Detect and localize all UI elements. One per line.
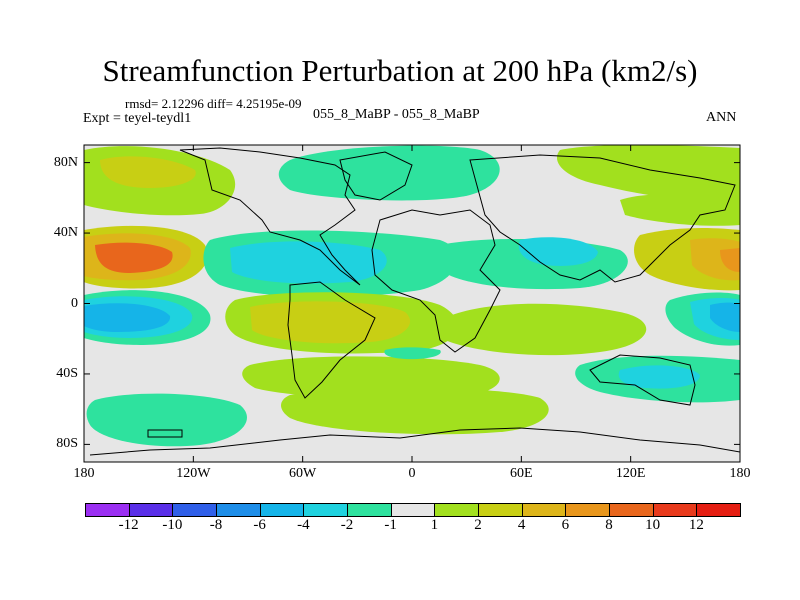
- colorbar-swatch-13: [652, 503, 698, 517]
- axis-tick-marks: [83, 145, 741, 462]
- asia-outline: [469, 154, 736, 283]
- negative-anomaly-arctic: [278, 145, 500, 201]
- x-tick-label-2: 60W: [289, 466, 317, 481]
- negative-anomaly-antarctic-west: [86, 393, 247, 447]
- colorbar-label-2: -8: [209, 517, 223, 533]
- coastline-layer: [89, 147, 740, 456]
- colorbar-label-7: 1: [430, 517, 439, 533]
- y-tick-label-0: 80N: [53, 154, 78, 170]
- colorbar-swatch-14: [696, 503, 741, 517]
- colorbar-label-4: -4: [297, 517, 310, 533]
- positive-anomaly-indian-ocean: [440, 303, 647, 356]
- case-comparison-label: 055_8_MaBP - 055_8_MaBP: [313, 107, 480, 122]
- colorbar-swatch-9: [478, 503, 523, 517]
- colorbar-swatch-1: [128, 503, 174, 517]
- colorbar-swatch-10: [521, 503, 567, 517]
- island-outline: [147, 429, 183, 438]
- australia-outline: [589, 354, 696, 406]
- colorbar-label-0: -12: [118, 517, 139, 533]
- colorbar-swatch-2: [172, 503, 217, 517]
- negative-anomaly-south-pacific-east-core: [710, 302, 740, 332]
- positive-anomaly-east-pacific-core: [690, 238, 740, 281]
- x-tick-label-5: 120E: [615, 466, 646, 481]
- colorbar-label-10: 6: [561, 517, 570, 533]
- antarctica-outline: [89, 427, 740, 456]
- y-tick-label-4: 80S: [56, 436, 78, 452]
- colorbar-label-1: -10: [162, 517, 183, 533]
- positive-anomaly-north-east: [620, 194, 740, 226]
- greenland-outline: [339, 151, 413, 201]
- contour-fill-layer: [84, 145, 740, 447]
- colorbar-swatch-5: [303, 503, 348, 517]
- stats-line: rmsd= 2.12296 diff= 4.25195e-09: [125, 96, 302, 111]
- positive-anomaly-west-pacific-core: [95, 242, 173, 273]
- positive-anomaly-small-band: [384, 347, 441, 360]
- colorbar-swatch-4: [259, 503, 305, 517]
- colorbar-label-5: -2: [340, 517, 354, 533]
- colorbar-swatch-11: [565, 503, 610, 517]
- europe-africa-outline: [371, 209, 501, 353]
- negative-anomaly-south-pacific-west-core: [84, 303, 171, 332]
- x-tick-label-6: 180: [729, 466, 751, 481]
- x-tick-label-1: 120W: [176, 466, 211, 481]
- positive-anomaly-antarctic-east: [281, 387, 549, 435]
- north-america-outline: [179, 147, 361, 286]
- colorbar-label-8: 2: [474, 517, 482, 533]
- colorbar-swatch-3: [216, 503, 261, 517]
- colorbar-swatch-8: [434, 503, 479, 517]
- colorbar-label-9: 4: [517, 517, 526, 533]
- colorbar-label-12: 10: [645, 517, 661, 533]
- colorbar-label-3: -6: [253, 517, 266, 533]
- negative-anomaly-australia-core: [618, 365, 700, 389]
- experiment-label: Expt = teyel-teydl1: [83, 111, 192, 126]
- positive-anomaly-north-pacific-core: [100, 156, 196, 188]
- colorbar-label-6: -1: [384, 517, 397, 533]
- y-tick-label-3: 40S: [56, 365, 78, 381]
- chart-title: Streamfunction Perturbation at 200 hPa (…: [102, 53, 698, 88]
- negative-anomaly-asia-core: [518, 237, 598, 266]
- colorbar-swatch-6: [347, 503, 392, 517]
- x-tick-label-0: 180: [73, 466, 95, 481]
- positive-anomaly-east-pacific-inner: [720, 248, 740, 272]
- season-label: ANN: [706, 110, 737, 125]
- positive-anomaly-south-atlantic: [242, 356, 500, 399]
- x-tick-label-4: 60E: [510, 466, 533, 481]
- colorbar-swatch-12: [609, 503, 654, 517]
- positive-anomaly-south-america-core: [250, 301, 411, 344]
- x-tick-label-3: 0: [408, 466, 416, 481]
- y-tick-label-2: 0: [71, 295, 78, 311]
- colorbar-swatch-7: [390, 503, 436, 517]
- south-america-outline: [287, 281, 376, 399]
- colorbar-label-13: 12: [688, 517, 704, 533]
- y-tick-label-1: 40N: [53, 225, 78, 241]
- colorbar-swatch-0: [85, 503, 130, 517]
- negative-anomaly-north-atlantic-core: [230, 241, 387, 284]
- colorbar-label-11: 8: [605, 517, 613, 533]
